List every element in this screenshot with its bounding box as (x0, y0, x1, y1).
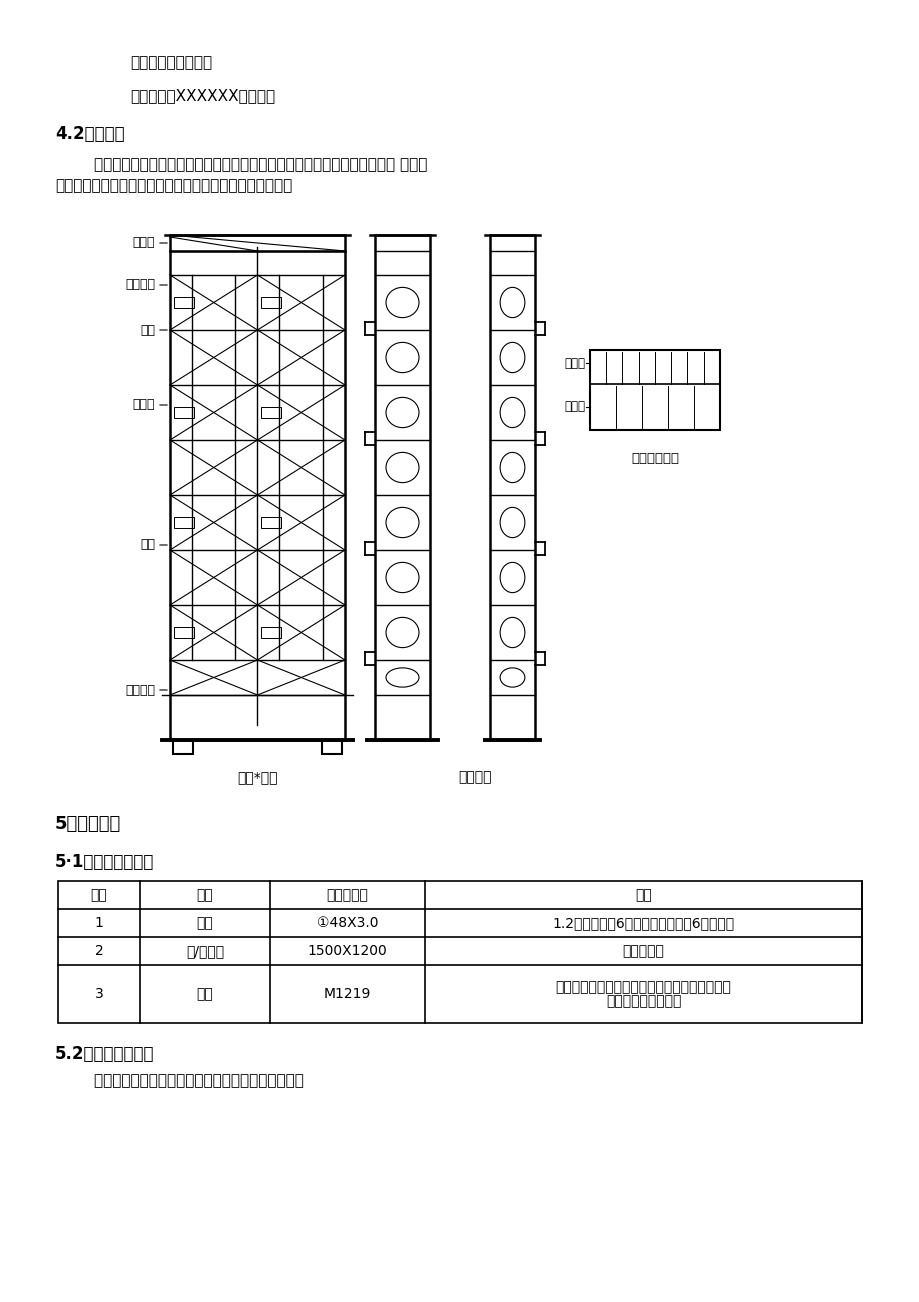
Text: 5、施工准备: 5、施工准备 (55, 815, 121, 833)
Bar (261, 517, 281, 529)
Text: 锁臂: 锁臂 (140, 323, 154, 336)
Text: 名称: 名称 (197, 888, 213, 902)
Text: 地面应硬化，未硬化地面应采用通长跳板垫设平整。: 地面应硬化，未硬化地面应采用通长跳板垫设平整。 (55, 1073, 303, 1088)
Bar (174, 517, 194, 529)
Bar (322, 740, 342, 754)
Bar (170, 234, 345, 740)
Text: 备注: 备注 (634, 888, 652, 902)
Text: （檩橼）: （檩橼） (458, 769, 492, 784)
Text: 脚手板、底座与托座: 脚手板、底座与托座 (605, 993, 680, 1008)
Text: 规格或型号: 规格或型号 (326, 888, 368, 902)
Text: 项序: 项序 (91, 888, 108, 902)
Text: 门架*面圈: 门架*面圈 (237, 769, 278, 784)
Text: 1.2米小横杆、6米立杆及大横杆、6米剪刀撑: 1.2米小横杆、6米立杆及大横杆、6米剪刀撑 (551, 917, 733, 930)
Text: 配套连接棒、锁臂、交叉支撑、水平架、挂扣式: 配套连接棒、锁臂、交叉支撑、水平架、挂扣式 (555, 980, 731, 993)
Text: 交叉支撑: 交叉支撑 (125, 279, 154, 292)
Text: 5.2作业前准备工作: 5.2作业前准备工作 (55, 1046, 154, 1062)
Text: 铺设于平台: 铺设于平台 (622, 944, 664, 958)
Text: 现场采用门式活动脚手架作为施工作业平台。示意图如下：: 现场采用门式活动脚手架作为施工作业平台。示意图如下： (55, 178, 292, 193)
Text: 钢管: 钢管 (197, 917, 213, 930)
Text: 门架: 门架 (140, 539, 154, 552)
Text: 2: 2 (95, 944, 103, 958)
Bar (174, 408, 194, 418)
Bar (58, 881, 861, 1023)
Text: 1500X1200: 1500X1200 (307, 944, 387, 958)
Text: ①48X3.0: ①48X3.0 (316, 917, 378, 930)
Text: 门架: 门架 (197, 987, 213, 1001)
Bar (174, 297, 194, 309)
Bar (261, 628, 281, 638)
Text: 水平架: 水平架 (563, 400, 584, 413)
Text: 4.2搭设简况: 4.2搭设简况 (55, 125, 124, 143)
Text: 设计单位：有限公司: 设计单位：有限公司 (130, 55, 212, 70)
Text: 可调底座: 可调底座 (125, 684, 154, 697)
Text: 连接棒: 连接棒 (132, 398, 154, 411)
Text: 门架顶层平面: 门架顶层平面 (630, 452, 678, 465)
Bar (173, 740, 193, 754)
Text: 竹/木跳板: 竹/木跳板 (186, 944, 224, 958)
Text: 1: 1 (95, 917, 103, 930)
Bar (490, 234, 535, 740)
Bar (589, 350, 720, 430)
Bar (375, 234, 429, 740)
Text: 施工单位：XXXXXX有限公司: 施工单位：XXXXXX有限公司 (130, 89, 275, 103)
Bar (261, 297, 281, 309)
Text: 本工程为新增钢结构雨棚，存在高空作业。为确保相应作业及保证施工的灵 活性，: 本工程为新增钢结构雨棚，存在高空作业。为确保相应作业及保证施工的灵 活性， (55, 158, 427, 172)
Bar (174, 628, 194, 638)
Bar (261, 408, 281, 418)
Text: 5·1材料及工具准备: 5·1材料及工具准备 (55, 853, 154, 871)
Text: M1219: M1219 (323, 987, 370, 1001)
Text: 3: 3 (95, 987, 103, 1001)
Text: 栏杆柱: 栏杆柱 (132, 237, 154, 250)
Text: 脚手板: 脚手板 (563, 357, 584, 370)
